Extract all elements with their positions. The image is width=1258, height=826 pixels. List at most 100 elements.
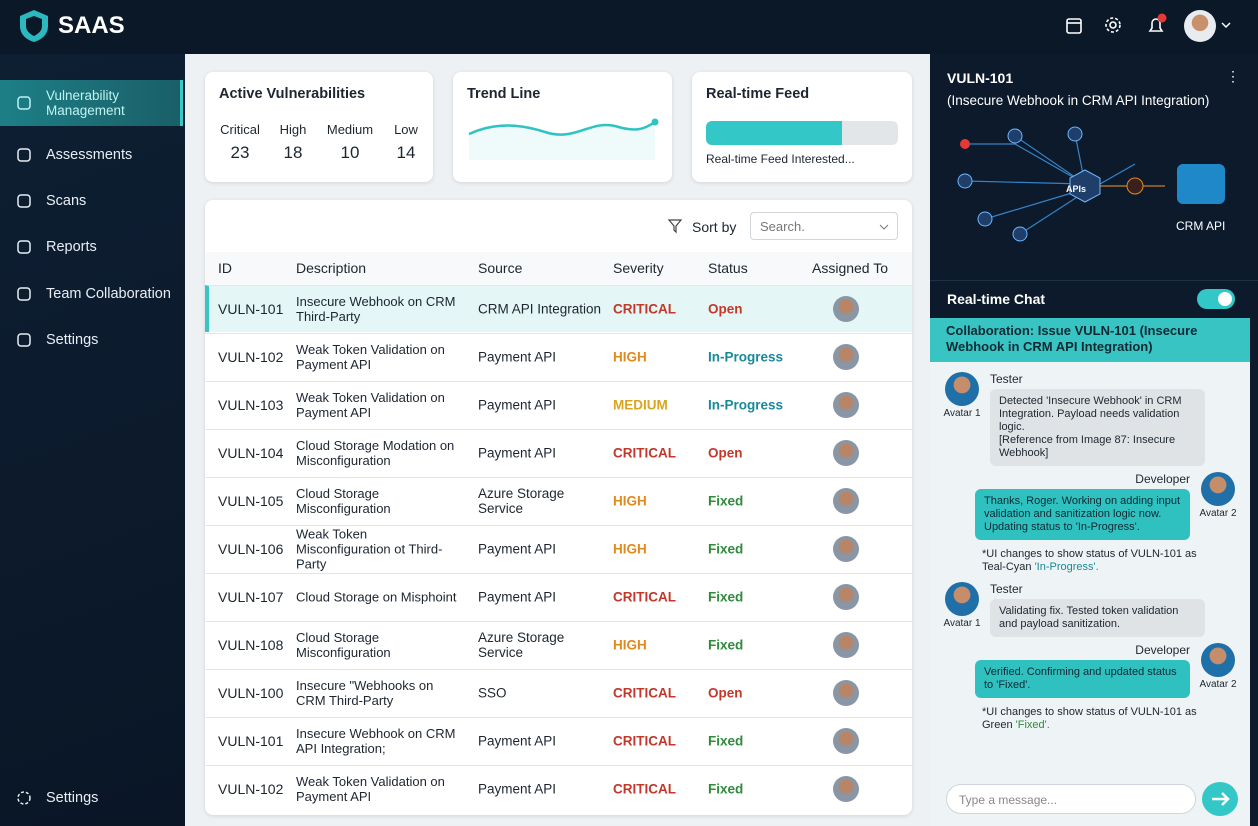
status-note: *UI changes to show status of VULN-101 a…: [942, 546, 1238, 576]
table-row[interactable]: VULN-102 Weak Token Validation on Payment…: [205, 333, 912, 380]
vuln-id: VULN-102: [218, 349, 284, 365]
table-row[interactable]: VULN-101 Insecure Webhook on CRM API Inte…: [205, 717, 912, 764]
source: Azure Storage Service: [478, 486, 565, 516]
top-bar: SAAS: [0, 0, 1258, 54]
bubble: Thanks, Roger. Working on adding input v…: [975, 489, 1190, 540]
message-body: Tester Validating fix. Tested token valid…: [990, 582, 1205, 637]
chat-message: Avatar 1 Tester Validating fix. Tested tok…: [942, 582, 1238, 637]
vuln-id: VULN-103: [218, 397, 284, 413]
bubble: Detected 'Insecure Webhook' in CRM Integ…: [990, 389, 1205, 466]
nav-label: Vulnerability Management: [46, 88, 125, 118]
description: Weak Token Validation on Payment API: [296, 390, 445, 420]
assignee-avatar: [833, 488, 859, 514]
column-header: Severity: [613, 260, 664, 276]
card-title: Real-time Feed: [706, 86, 810, 102]
table-header: [205, 252, 912, 285]
note-highlight: 'Fixed'.: [1015, 719, 1050, 731]
logo-icon: [20, 10, 48, 42]
severity: CRITICAL: [613, 733, 676, 749]
search-box[interactable]: Search.: [750, 212, 898, 240]
assignee-avatar: [833, 536, 859, 562]
severity: CRITICAL: [613, 445, 676, 461]
table-row[interactable]: VULN-106 Weak Token Misconfiguration ot T…: [205, 525, 912, 572]
sort-label[interactable]: Sort by: [692, 219, 737, 235]
status: Open: [708, 445, 743, 461]
card-title: Trend Line: [467, 86, 541, 102]
dropdown-caret[interactable]: [1220, 20, 1232, 30]
notification-icon[interactable]: [1144, 12, 1170, 38]
chat-message: Avatar 2 Developer Thanks, Roger. Working …: [942, 472, 1238, 540]
feed-text: Real-time Feed Interested...: [706, 152, 855, 166]
nav-item[interactable]: Scans: [0, 178, 183, 224]
nav-item[interactable]: Team Collaboration: [0, 271, 183, 317]
message-body: Developer Thanks, Roger. Working on addin…: [975, 472, 1190, 540]
table-row[interactable]: VULN-103 Weak Token Validation on Payment…: [205, 381, 912, 428]
active-vulnerabilities-card: Active Vulnerabilities Critical 23 High 18 M…: [205, 72, 433, 182]
assignee-avatar: [833, 632, 859, 658]
chat-input[interactable]: Type a message...: [946, 784, 1196, 814]
severity: CRITICAL: [613, 589, 676, 605]
sender: Tester: [990, 372, 1023, 386]
filter-icon[interactable]: [667, 218, 683, 234]
severity: CRITICAL: [613, 685, 676, 701]
stat-value: 23: [230, 143, 250, 162]
table-row[interactable]: VULN-108 Cloud Storage Misconfiguration Az…: [205, 621, 912, 668]
column-header: Assigned To: [812, 260, 889, 276]
nav-item[interactable]: Vulnerability Management: [0, 80, 183, 126]
chat-input-area: Type a message...: [930, 770, 1250, 826]
stat-value: 14: [396, 143, 416, 162]
chat-banner: Collaboration: Issue VULN-101 (Insecure …: [930, 318, 1250, 362]
settings-icon[interactable]: [1102, 14, 1124, 36]
sender: Tester: [990, 582, 1023, 596]
severity: HIGH: [613, 541, 647, 557]
user-avatar[interactable]: [1184, 10, 1216, 42]
message-body: Developer Verified. Confirming and update…: [975, 643, 1190, 698]
trend-card: Trend Line: [453, 72, 672, 182]
window-icon[interactable]: [1064, 16, 1084, 36]
status: Fixed: [708, 541, 744, 557]
more-menu[interactable]: ⋮: [1226, 68, 1240, 84]
chat-toggle[interactable]: [1197, 289, 1235, 309]
table-row[interactable]: VULN-100 Insecure "Webhooks on CRM Third-…: [205, 669, 912, 716]
send-button[interactable]: [1202, 782, 1238, 816]
description: Insecure Webhook on CRM API Integration;: [296, 726, 456, 756]
table-row[interactable]: VULN-101 Insecure Webhook on CRM Third-Pa…: [205, 285, 912, 332]
note-text: *UI changes to show status of VULN-101 a…: [982, 548, 1197, 573]
table-row[interactable]: VULN-102 Weak Token Validation on Payment…: [205, 765, 912, 812]
table-row[interactable]: VULN-104 Cloud Storage Modation on Miscon…: [205, 429, 912, 476]
column-header: Status: [708, 260, 748, 276]
avatar-label: Avatar 1: [943, 618, 981, 629]
assignee-avatar: [833, 344, 859, 370]
severity: HIGH: [613, 637, 647, 653]
avatar-photo: [1201, 472, 1235, 506]
vuln-id: VULN-105: [218, 493, 284, 509]
column-header: Description: [296, 260, 367, 276]
stat: Medium 10: [325, 122, 375, 163]
trend-line: [468, 118, 659, 160]
description: Cloud Storage Modation on Misconfigurati…: [296, 438, 455, 468]
nav-item[interactable]: Settings: [0, 775, 183, 821]
status: Fixed: [708, 493, 744, 509]
table-row[interactable]: VULN-105 Cloud Storage Misconfiguration Az…: [205, 477, 912, 524]
nav-item[interactable]: Reports: [0, 224, 183, 270]
assignee-avatar: [833, 584, 859, 610]
column-header: Source: [478, 260, 523, 276]
source: SSO: [478, 685, 507, 701]
note-text: *UI changes to show status of VULN-101 a…: [982, 706, 1197, 731]
sender: Developer: [1135, 472, 1190, 486]
severity: CRITICAL: [613, 301, 676, 317]
table-row[interactable]: VULN-107 Cloud Storage on Misphoint Paymen…: [205, 573, 912, 620]
bubble: Validating fix. Tested token validation …: [990, 599, 1205, 637]
assignee-avatar: [833, 776, 859, 802]
status: Fixed: [708, 733, 744, 749]
nav-label: Settings: [46, 332, 99, 348]
chat-messages: Avatar 1 Tester Detected 'Insecure Webhook…: [930, 362, 1250, 770]
status: Fixed: [708, 781, 744, 797]
nav-label: Settings: [46, 790, 99, 806]
nav-item[interactable]: Settings: [0, 317, 183, 363]
nav-item[interactable]: Assessments: [0, 132, 183, 178]
severity: CRITICAL: [613, 781, 676, 797]
feed-card: Real-time Feed Real-time Feed Interested…: [692, 72, 912, 182]
avatar: Avatar 2: [1198, 472, 1238, 540]
